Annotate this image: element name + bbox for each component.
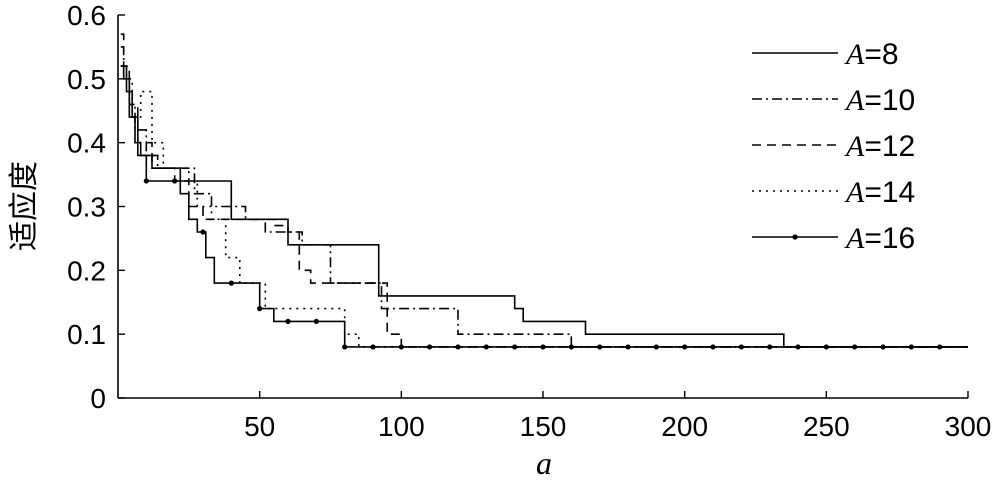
x-tick-label: 50 — [244, 411, 275, 442]
y-tick-label: 0.3 — [67, 192, 106, 223]
series-marker — [597, 344, 603, 350]
legend: A=8A=10A=12A=14A=16 — [752, 38, 915, 255]
series-marker — [455, 344, 461, 350]
series-marker — [880, 344, 886, 350]
legend-value: =10 — [864, 84, 915, 117]
legend-var: A — [844, 84, 865, 117]
y-tick-label: 0.2 — [67, 255, 106, 286]
series-marker — [540, 344, 546, 350]
y-tick-label: 0.1 — [67, 319, 106, 350]
series-marker — [512, 344, 518, 350]
y-tick-label: 0.5 — [67, 64, 106, 95]
y-tick-label: 0.6 — [67, 0, 106, 31]
legend-var: A — [844, 38, 865, 71]
series-line-1 — [120, 65, 968, 348]
legend-label-5: A=16 — [844, 222, 915, 255]
legend-label-4: A=14 — [844, 176, 915, 209]
series-marker — [483, 344, 489, 350]
series-marker — [370, 344, 376, 350]
series-marker — [313, 318, 319, 324]
series-marker — [937, 344, 943, 350]
series-marker — [823, 344, 829, 350]
x-tick-label: 200 — [661, 411, 708, 442]
series-line-3 — [120, 33, 968, 348]
legend-label-2: A=10 — [844, 84, 915, 117]
legend-value: =8 — [864, 38, 898, 71]
series-marker — [710, 344, 716, 350]
series-marker — [200, 229, 206, 235]
ticks: 50 100 150 200 250 300 0 0.1 0.2 0.3 0.4 0.5 0.6 — [67, 0, 991, 442]
legend-label-1: A=8 — [844, 38, 899, 71]
series-marker — [342, 344, 348, 350]
series-marker — [427, 344, 433, 350]
series-marker — [738, 344, 744, 350]
y-tick-label: 0 — [90, 383, 106, 414]
series-marker — [568, 344, 574, 350]
series-marker — [228, 280, 234, 286]
legend-var: A — [844, 222, 865, 255]
series-marker — [143, 178, 149, 184]
series-marker — [795, 344, 801, 350]
series-marker — [172, 178, 178, 184]
series-marker — [653, 344, 659, 350]
x-axis-title: a — [536, 445, 552, 481]
series-marker — [398, 344, 404, 350]
legend-value: =16 — [864, 222, 915, 255]
legend-label-3: A=12 — [844, 130, 915, 163]
x-tick-label: 150 — [520, 411, 567, 442]
series-marker — [257, 306, 263, 312]
x-tick-label: 300 — [945, 411, 992, 442]
legend-value: =12 — [864, 130, 915, 163]
legend-var: A — [844, 176, 865, 209]
series-group — [120, 33, 968, 350]
series-line-2 — [120, 46, 968, 348]
series-marker — [682, 344, 688, 350]
series-marker — [285, 318, 291, 324]
legend-value: =14 — [864, 176, 915, 209]
legend-var: A — [844, 130, 865, 163]
y-axis-title: 适应度 — [7, 161, 42, 251]
series-marker — [852, 344, 858, 350]
series-marker — [908, 344, 914, 350]
series-line-5 — [120, 65, 968, 348]
legend-marker — [792, 234, 798, 240]
series-marker — [625, 344, 631, 350]
series-marker — [767, 344, 773, 350]
y-tick-label: 0.4 — [67, 128, 106, 159]
x-tick-label: 100 — [378, 411, 425, 442]
x-tick-label: 250 — [803, 411, 850, 442]
series-line-4 — [120, 65, 968, 348]
